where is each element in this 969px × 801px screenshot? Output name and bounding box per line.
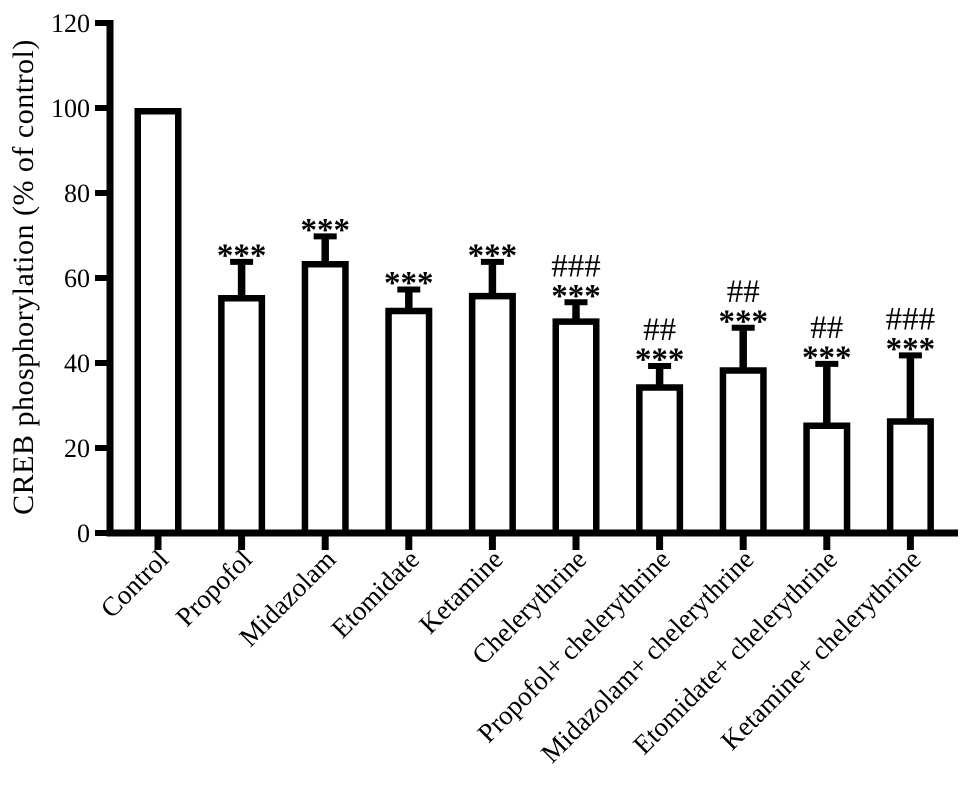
bar: [803, 422, 851, 537]
y-tick-label: 20: [64, 434, 90, 463]
y-tick-label: 120: [51, 9, 90, 38]
bar: [134, 108, 182, 537]
y-tick-label: 100: [51, 94, 90, 123]
significance-marker: ***: [635, 342, 685, 378]
y-tick-label: 60: [64, 264, 90, 293]
y-axis-label: CREB phosphorylation (% of control): [7, 39, 40, 515]
significance-marker: ###: [551, 248, 601, 284]
bar: [218, 295, 266, 537]
significance-marker: ***: [300, 212, 350, 248]
significance-marker: ***: [217, 238, 267, 274]
significance-marker: ***: [718, 304, 768, 340]
bar: [301, 261, 349, 537]
bar: [886, 418, 934, 537]
bar: [636, 384, 684, 537]
significance-marker: ***: [551, 278, 601, 314]
significance-marker: ##: [810, 310, 843, 346]
y-tick-label: 40: [64, 349, 90, 378]
x-tick-label: Etomidate: [325, 544, 425, 644]
significance-marker: ##: [727, 274, 760, 310]
x-tick-label: Control: [95, 544, 175, 624]
labels-layer: Control***Propofol***Midazolam***Etomida…: [51, 9, 935, 768]
significance-marker: ###: [886, 301, 936, 337]
y-tick-label: 80: [64, 179, 90, 208]
y-tick-label: 0: [77, 519, 90, 548]
axes-layer: [95, 20, 958, 550]
significance-marker: ***: [886, 331, 936, 367]
error-bars-layer: [230, 233, 922, 425]
bar: [552, 318, 600, 537]
significance-marker: ***: [802, 340, 852, 376]
bar: [468, 292, 516, 537]
significance-marker: ##: [643, 312, 676, 348]
bar: [385, 307, 433, 537]
bar: [719, 367, 767, 537]
significance-marker: ***: [468, 238, 518, 274]
significance-marker: ***: [384, 266, 434, 302]
